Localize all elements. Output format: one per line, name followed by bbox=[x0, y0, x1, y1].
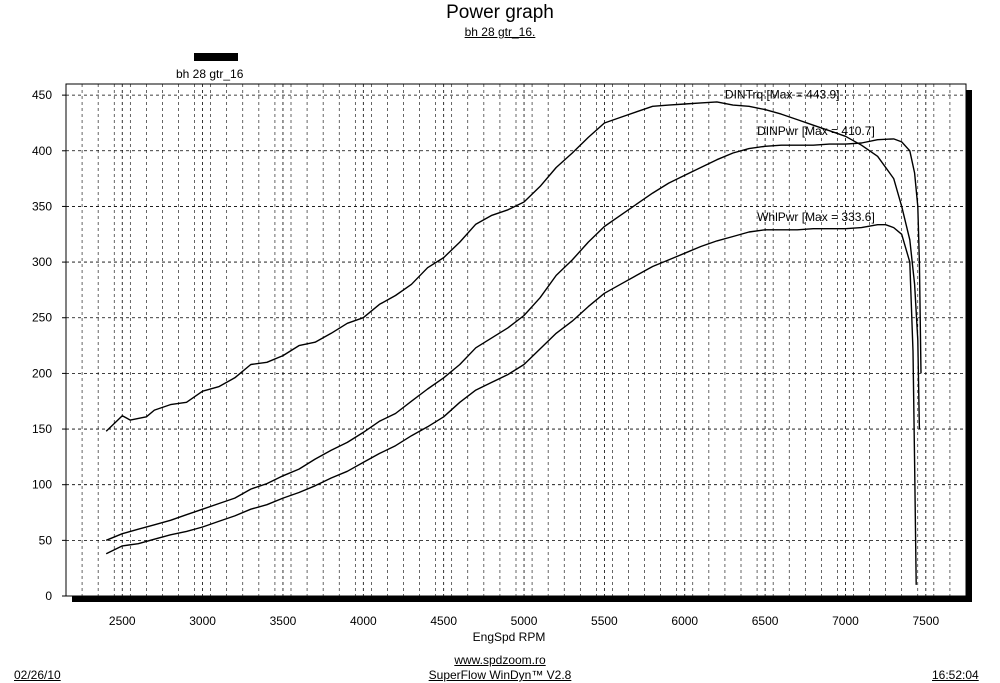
x-tick-label: 4500 bbox=[430, 614, 457, 628]
grid bbox=[66, 84, 966, 596]
y-tick-label: 100 bbox=[32, 478, 52, 492]
y-tick-label: 300 bbox=[32, 255, 52, 269]
series-line-dinpwr bbox=[105, 138, 922, 541]
plot-frame bbox=[65, 83, 967, 597]
x-tick-label: 7000 bbox=[832, 614, 859, 628]
footer-site: www.spdzoom.ro bbox=[454, 653, 546, 667]
footer-software: SuperFlow WinDyn™ V2.8 bbox=[428, 668, 572, 682]
chart-title: Power graph bbox=[446, 2, 554, 23]
series-labels: DINTrq [Max = 443.9] DINPwr [Max = 410.7]… bbox=[725, 87, 875, 223]
series-line-whlpwr bbox=[105, 223, 917, 585]
x-tick-label: 3000 bbox=[189, 614, 216, 628]
x-tick-label: 5500 bbox=[591, 614, 618, 628]
legend-label: bh 28 gtr_16 bbox=[176, 67, 244, 81]
x-axis: 2500 3000 3500 4000 4500 5000 5500 6000 6500 7000… bbox=[109, 596, 939, 628]
y-tick-label: 200 bbox=[32, 366, 52, 380]
x-tick-label: 2500 bbox=[109, 614, 136, 628]
x-axis-label: EngSpd RPM bbox=[473, 630, 546, 644]
x-tick-label: 6000 bbox=[671, 614, 698, 628]
y-tick-label: 450 bbox=[32, 88, 52, 102]
series-group bbox=[105, 101, 922, 585]
series-label-whlpwr: WhlPwr [Max = 333.6] bbox=[757, 210, 875, 224]
y-tick-label: 250 bbox=[32, 311, 52, 325]
series-line-dintrq bbox=[105, 101, 921, 432]
plot-shadow-bottom bbox=[72, 596, 972, 602]
footer-date: 02/26/10 bbox=[14, 668, 61, 682]
plot-shadow bbox=[66, 84, 972, 602]
x-tick-label: 5000 bbox=[511, 614, 538, 628]
x-tick-label: 6500 bbox=[752, 614, 779, 628]
plot-background bbox=[66, 84, 966, 596]
x-tick-label: 7500 bbox=[912, 614, 939, 628]
chart-subtitle: bh 28 gtr_16. bbox=[0, 25, 1000, 39]
y-tick-label: 50 bbox=[39, 533, 53, 547]
y-axis: 0 50 100 150 200 250 300 350 400 450 bbox=[32, 88, 66, 603]
series-label-dintrq: DINTrq [Max = 443.9] bbox=[725, 87, 840, 101]
x-tick-label: 3500 bbox=[270, 614, 297, 628]
y-tick-label: 0 bbox=[45, 589, 52, 603]
y-tick-label: 350 bbox=[32, 199, 52, 213]
y-tick-label: 400 bbox=[32, 144, 52, 158]
legend-swatch bbox=[194, 53, 238, 61]
plot-shadow-right bbox=[966, 90, 972, 602]
x-tick-label: 4000 bbox=[350, 614, 377, 628]
plot-border bbox=[65, 83, 967, 597]
footer-time: 16:52:04 bbox=[932, 668, 979, 682]
series-label-dinpwr: DINPwr [Max = 410.7] bbox=[757, 124, 875, 138]
subtitle-text: bh 28 gtr_16. bbox=[464, 25, 536, 39]
y-tick-label: 150 bbox=[32, 422, 52, 436]
